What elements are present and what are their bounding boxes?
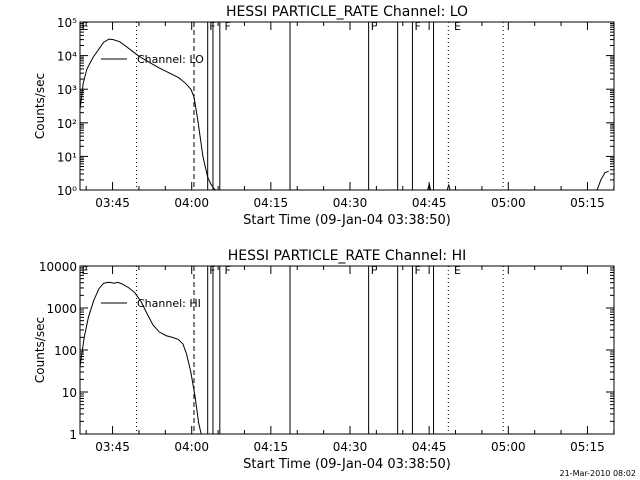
x-tick-label: 05:15: [570, 440, 605, 454]
flag-marker-e: E: [454, 264, 461, 277]
chart-title: HESSI PARTICLE_RATE Channel: HI: [228, 248, 466, 264]
flag-marker-e: E: [82, 264, 89, 277]
y-tick-label: 10³: [57, 83, 77, 97]
series-line-bump: [596, 170, 609, 190]
flag-marker-f: F: [371, 264, 377, 277]
y-tick-label: 10⁵: [57, 16, 77, 30]
flag-marker-e: E: [454, 20, 461, 33]
x-axis-label: Start Time (09-Jan-04 03:38:50): [243, 213, 451, 228]
chart-panel-hi: HESSI PARTICLE_RATE Channel: HI Counts/se…: [33, 248, 615, 472]
y-tick-label: 10²: [57, 117, 77, 131]
legend-label: Channel: LO: [137, 53, 204, 66]
y-axis-label: Counts/sec: [33, 73, 47, 139]
flag-marker-f: F: [414, 20, 420, 33]
chart-panel-lo: HESSI PARTICLE_RATE Channel: LO Counts/se…: [33, 4, 615, 228]
x-tick-label: 04:00: [174, 196, 209, 210]
x-tick-label: 04:30: [333, 440, 368, 454]
series-line-bump: [446, 183, 451, 190]
y-tick-label: 10: [62, 386, 77, 400]
x-tick-label: 04:00: [174, 440, 209, 454]
y-tick-label: 1000: [46, 302, 77, 316]
y-tick-label: 10⁴: [57, 50, 77, 64]
flag-marker-f: F: [371, 20, 377, 33]
event-lines: [135, 266, 504, 434]
flag-marker-f: F: [414, 264, 420, 277]
x-tick-label: 04:15: [254, 196, 289, 210]
x-tick-label: 03:45: [95, 196, 130, 210]
y-tick-label: 100: [54, 344, 77, 358]
flag-marker-f: F: [225, 264, 231, 277]
x-tick-label: 03:45: [95, 440, 130, 454]
x-tick-label: 05:00: [491, 440, 526, 454]
y-axis-label: Counts/sec: [33, 317, 47, 383]
flag-marker-f: F: [209, 20, 215, 33]
legend-label: Channel: HI: [137, 297, 201, 310]
flag-marker-f: F: [225, 20, 231, 33]
y-tick-label: 10000: [39, 260, 77, 274]
chart-title: HESSI PARTICLE_RATE Channel: LO: [226, 4, 468, 20]
x-tick-label: 04:45: [412, 196, 447, 210]
flag-marker-f: F: [209, 264, 215, 277]
y-tick-label: 10¹: [57, 150, 77, 164]
x-tick-label: 05:15: [570, 196, 605, 210]
event-lines: [135, 22, 504, 190]
plot-frame: [79, 21, 615, 191]
flag-marker-e: E: [82, 20, 89, 33]
y-tick-label: 10⁰: [57, 184, 77, 198]
series-line: [80, 38, 217, 190]
series-line: [80, 281, 202, 434]
x-tick-label: 04:15: [254, 440, 289, 454]
plot-frame: [79, 265, 615, 435]
x-tick-label: 04:30: [333, 196, 368, 210]
x-tick-label: 05:00: [491, 196, 526, 210]
y-tick-label: 1: [69, 428, 77, 442]
footer-timestamp: 21-Mar-2010 08:02: [560, 469, 637, 478]
x-axis-label: Start Time (09-Jan-04 03:38:50): [243, 457, 451, 472]
x-tick-label: 04:45: [412, 440, 447, 454]
